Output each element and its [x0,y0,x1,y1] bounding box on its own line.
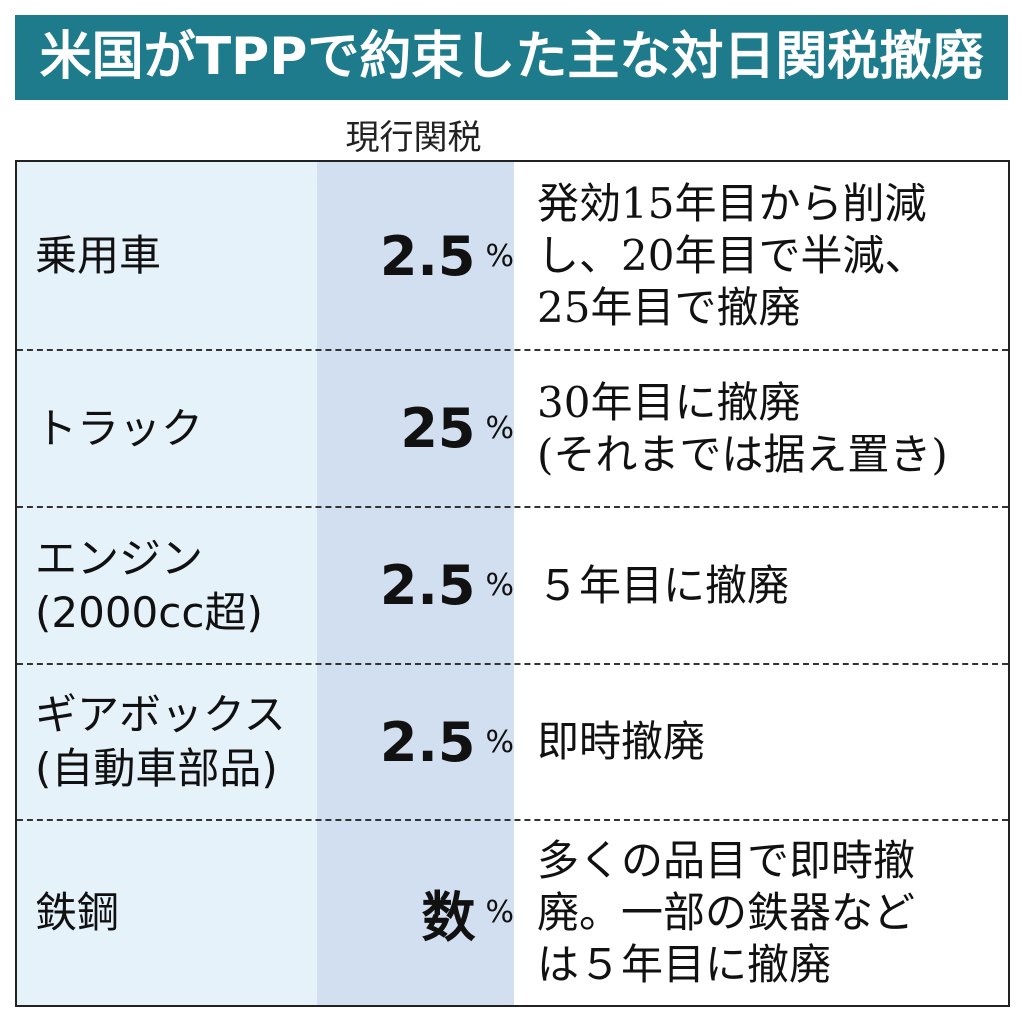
description-line: 25年目で撤廃 [537,283,801,332]
table-row: ギアボックス (自動車部品) 2.5% 即時撤廃 [17,664,1008,820]
rate-value: 25 [400,397,476,460]
row-name: ギアボックス (自動車部品) [35,664,320,820]
rate-cell: 2.5% [317,162,514,350]
row-name: エンジン (2000cc超) [35,507,320,664]
name-line: 乗用車 [35,231,162,280]
name-line: (2000cc超) [35,587,263,637]
name-line: 鉄鋼 [35,887,120,937]
table-row: 鉄鋼数% 多くの品目で即時撤 廃。一部の鉄器など は５年目に撤廃 [17,820,1008,1005]
title: 米国がTPPで約束した主な対日関税撤廃 [15,15,1008,100]
row-divider [17,663,1008,665]
description-line: し、20年目で半減、 [537,231,927,280]
rate-unit: % [485,238,514,274]
name-column [17,162,317,1005]
row-name: トラック [35,350,320,507]
rate-value: 2.5 [379,710,476,774]
column-header: 現行関税 [345,118,482,158]
row-name: 乗用車 [35,162,320,350]
description-line: (それまでは据え置き) [537,429,948,479]
description-line: 即時撤廃 [537,717,706,766]
rate-cell: 2.5% [317,507,514,664]
table-row: トラック 25% 30年目に撤廃 (それまでは据え置き) [17,350,1008,507]
description-line: 多くの品目で即時撤 [537,835,916,885]
rate-value: 数 [421,886,476,949]
name-line: (自動車部品) [35,744,278,793]
rate-unit: % [485,568,514,603]
row-name: 鉄鋼 [35,820,320,1005]
row-divider [17,819,1008,821]
table-row: エンジン (2000cc超) 2.5% ５年目に撤廃 [17,507,1008,664]
rate-value: 2.5 [379,554,476,617]
rate-cell: 2.5% [317,664,514,820]
rate-unit: % [485,724,514,760]
table-row: 乗用車 2.5% 発効15年目から削減 し、20年目で半減、 25年目で撤廃 [17,162,1008,350]
rate-value: 2.5 [379,224,476,288]
rate-unit: % [485,411,514,446]
rate-column [317,162,514,1005]
description-line: 廃。一部の鉄器など [537,887,916,937]
rate-unit: % [485,895,514,930]
description-line: 30年目に撤廃 [537,377,801,427]
row-divider [17,506,1008,508]
name-line: ギアボックス [35,690,286,739]
rate-cell: 数% [317,820,514,1005]
table: 乗用車 2.5% 発効15年目から削減 し、20年目で半減、 25年目で撤廃 トラック 25… [15,160,1010,1007]
description: 30年目に撤廃 (それまでは据え置き) [537,350,1005,507]
description: ５年目に撤廃 [537,507,1005,664]
description: 発効15年目から削減 し、20年目で半減、 25年目で撤廃 [537,162,1005,350]
name-line: トラック [35,403,204,453]
rate-cell: 25% [317,350,514,507]
name-line: エンジン [35,533,204,583]
description-line: 発効15年目から削減 [537,179,927,228]
row-divider [17,349,1008,351]
description-line: は５年目に撤廃 [537,939,832,989]
description-line: ５年目に撤廃 [537,560,790,610]
description: 即時撤廃 [537,664,1005,820]
description: 多くの品目で即時撤 廃。一部の鉄器など は５年目に撤廃 [537,820,1005,1005]
